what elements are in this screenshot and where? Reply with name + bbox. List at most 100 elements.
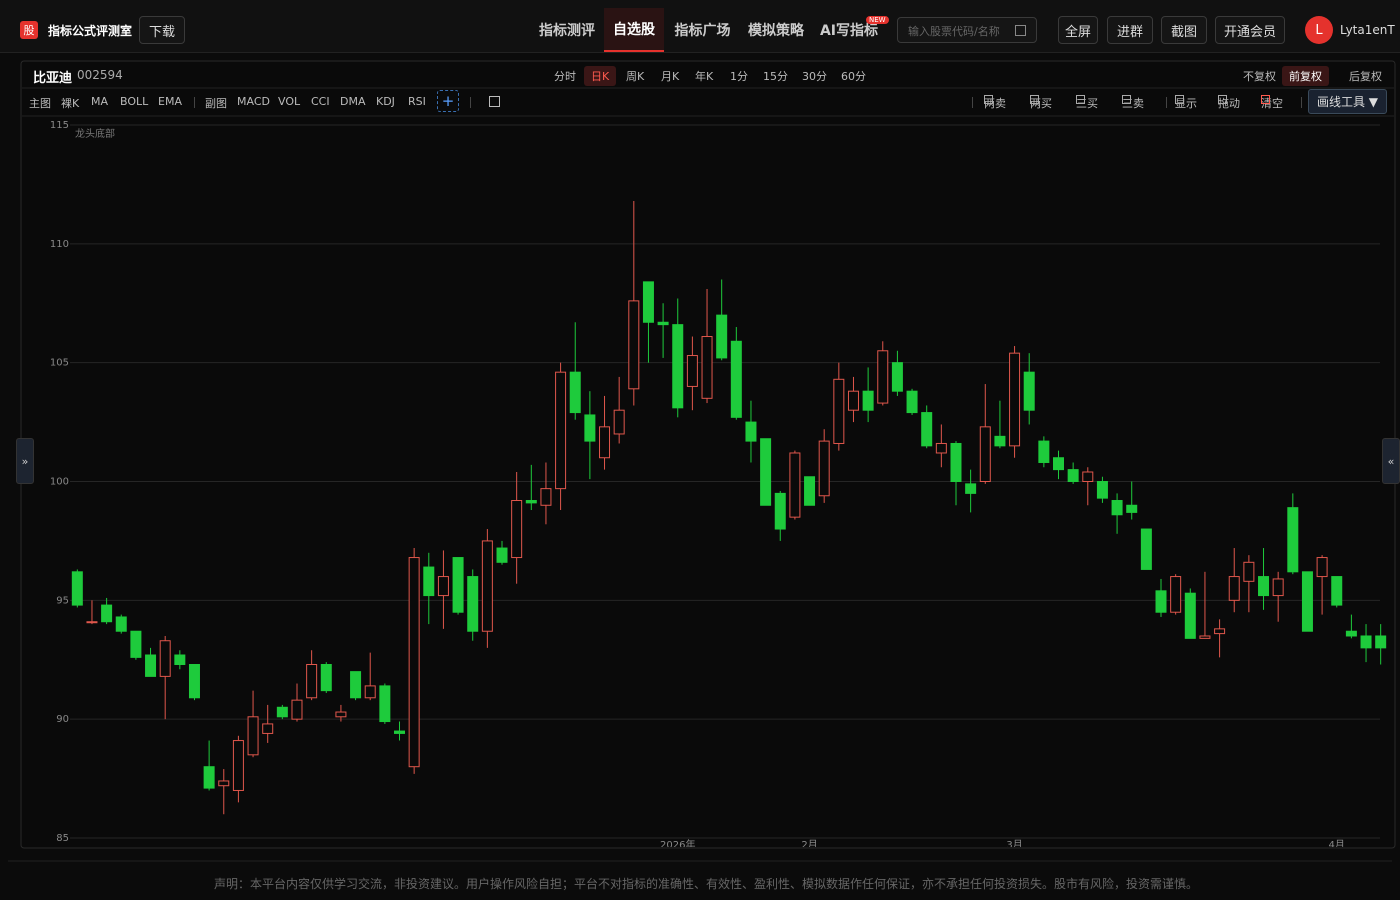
nav-item[interactable]: 自选股 [604,8,664,52]
candle-body [730,340,742,418]
nav-item[interactable]: 模拟策略 [748,23,804,39]
sub-indicator[interactable]: DMA [340,95,366,108]
icon[interactable] [489,96,500,107]
period-tab[interactable]: 60分 [841,70,866,83]
x-tick-label: 4月 [1329,839,1345,851]
candle-body [496,547,508,563]
x-tick-label: 2026年 [660,838,695,851]
signal-label: 两卖 [984,97,1006,110]
candle-body [1287,507,1299,573]
username[interactable]: Lyta1enT [1340,23,1395,37]
candle-body [1126,504,1138,513]
avatar[interactable]: L [1305,16,1333,44]
sub-indicator[interactable]: RSI [408,95,426,108]
period-tab[interactable]: 1分 [730,70,748,83]
adjust-tab[interactable]: 前复权 [1282,66,1329,86]
candle-body [1375,635,1387,649]
adjust-tab[interactable]: 不复权 [1243,70,1276,83]
header-button[interactable]: 进群 [1107,16,1153,44]
signal-toggle[interactable]: 三卖 [1122,95,1144,111]
candle-body [1184,592,1196,639]
nav-item[interactable]: 指标广场 [674,23,731,39]
period-tab[interactable]: 年K [695,70,714,83]
separator [1166,97,1167,108]
signal-toggle[interactable]: 清空 [1261,95,1283,111]
sub-indicator[interactable]: VOL [278,95,301,108]
draw-tools-button[interactable]: 画线工具 ▼ [1308,89,1387,114]
candle-body [569,371,581,414]
signal-toggle[interactable]: 两卖 [984,95,1006,111]
candle-body [1140,528,1152,570]
signal-label: 两买 [1030,97,1052,110]
main-indicator[interactable]: BOLL [120,95,149,108]
period-tab[interactable]: 30分 [802,70,827,83]
side-toggle[interactable]: « [1382,438,1400,484]
candle-body [965,483,977,494]
checkbox[interactable] [1030,95,1039,104]
candle-body [672,324,684,409]
adjust-tab[interactable]: 后复权 [1349,70,1382,83]
candle-body [1228,576,1240,601]
period-tab[interactable]: 月K [661,70,680,83]
download-button[interactable]: 下载 [139,16,185,44]
candle-body [1023,371,1035,411]
stock-code: 002594 [77,68,123,82]
checkbox[interactable] [984,95,993,104]
period-tab[interactable]: 15分 [763,70,788,83]
main-indicator[interactable]: 裸K [61,97,80,110]
sub-indicator[interactable]: MACD [237,95,270,108]
header-button[interactable]: 开通会员 [1215,16,1285,44]
candle-body [891,362,903,392]
search-placeholder: 输入股票代码/名称 [908,25,1000,38]
signal-toggle[interactable]: 三买 [1076,95,1098,111]
signal-label: 三卖 [1122,97,1144,110]
clear-icon[interactable] [1015,25,1026,36]
candle-body [862,390,874,411]
candle-body [555,371,567,490]
period-tab[interactable]: 周K [626,70,645,83]
header-button[interactable]: 全屏 [1058,16,1098,44]
header-button[interactable]: 截图 [1161,16,1207,44]
checkbox[interactable] [1261,95,1270,104]
sub-indicator[interactable]: CCI [311,95,330,108]
period-tab[interactable]: 分时 [554,70,576,83]
candle-body [350,671,362,699]
chart-panel [20,60,1396,849]
candle-body [701,336,713,399]
signal-toggle[interactable]: 拖动 [1218,95,1240,111]
checkbox[interactable] [1218,95,1227,104]
candle-body [1199,635,1211,639]
nav-item[interactable]: 指标测评 [539,23,595,39]
candle-body [657,321,669,326]
checkbox[interactable] [1175,95,1184,104]
search-box[interactable]: 输入股票代码/名称 [897,17,1037,43]
main-indicator[interactable]: MA [91,95,109,108]
nav-item[interactable]: AI写指标 [819,23,879,39]
signal-toggle[interactable]: 两买 [1030,95,1052,111]
side-toggle[interactable]: » [16,438,34,484]
candle-body [979,426,991,483]
checkbox[interactable] [1076,95,1085,104]
candle-body [1053,457,1064,471]
add-indicator[interactable]: + [437,90,459,112]
candle-body [628,300,640,390]
site-title: 指标公式评测室 [48,24,133,38]
annotation: 龙头底部 [75,127,115,140]
candle-body [188,664,200,699]
candle-body [1111,500,1123,516]
checkbox[interactable] [1122,95,1131,104]
main-indicator[interactable]: EMA [158,95,182,108]
candle-body [71,571,83,606]
stock-name: 比亚迪 [33,71,73,86]
candle-body [364,685,376,699]
candle-body [745,421,757,442]
period-tab[interactable]: 日K [584,66,617,86]
signal-toggle[interactable]: 显示 [1175,95,1197,111]
candle-body [437,576,449,597]
indicator-row: 主图 副图 + 画线工具 ▼ 裸K MA BOLL EMA MACD VOL CCI DMA K… [0,89,1400,114]
candle-body [994,435,1006,447]
sub-indicator[interactable]: KDJ [376,95,395,108]
candle-body [1360,635,1372,649]
candle-body [423,566,435,597]
